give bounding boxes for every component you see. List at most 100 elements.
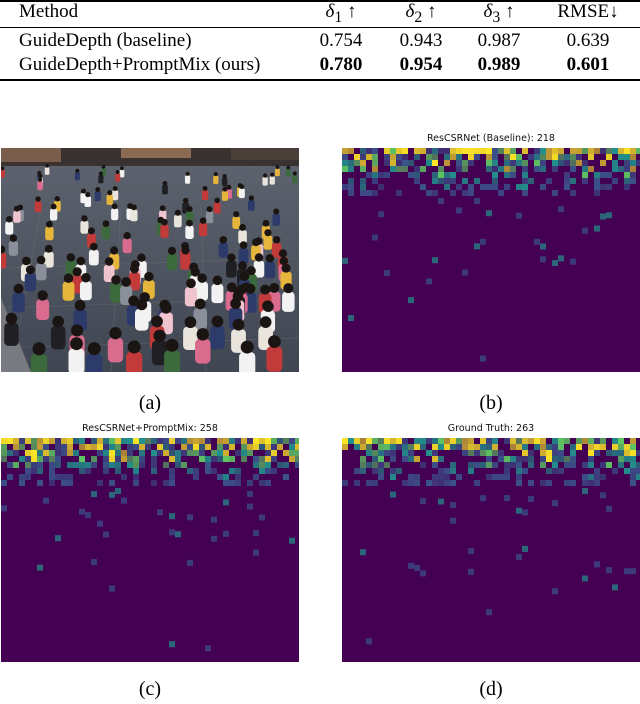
density-cell xyxy=(372,468,378,474)
density-cell xyxy=(366,450,372,456)
density-cell xyxy=(372,450,378,456)
density-cell xyxy=(540,256,546,263)
density-cell xyxy=(348,148,354,154)
density-cell xyxy=(456,148,462,154)
density-cell xyxy=(450,178,456,184)
density-cell xyxy=(630,450,636,456)
person xyxy=(185,225,194,239)
density-cell xyxy=(552,462,558,468)
density-cell xyxy=(13,444,19,450)
person xyxy=(151,340,168,366)
density-cell xyxy=(600,148,606,154)
person-head xyxy=(111,203,118,210)
density-cell xyxy=(390,450,396,456)
caption-c: (c) xyxy=(138,678,162,700)
density-cell xyxy=(378,456,384,462)
density-cell xyxy=(13,450,19,456)
person-head xyxy=(13,283,24,294)
density-cell xyxy=(516,160,522,166)
density-cell xyxy=(636,450,640,456)
density-cell xyxy=(600,444,606,450)
density-cell xyxy=(420,498,426,505)
person xyxy=(221,190,229,201)
density-cell xyxy=(55,450,61,456)
density-cell xyxy=(277,444,283,450)
density-cell xyxy=(235,480,241,486)
density-cell xyxy=(582,148,588,154)
density-cell xyxy=(348,438,354,444)
density-cell xyxy=(528,480,534,486)
density-cell xyxy=(630,178,636,184)
density-cell xyxy=(426,278,432,285)
density-cell xyxy=(187,450,193,456)
density-cell xyxy=(528,154,534,160)
density-cell xyxy=(408,450,414,456)
person xyxy=(24,273,37,292)
density-cell xyxy=(480,444,486,450)
density-cell xyxy=(534,166,540,172)
person-head xyxy=(283,283,294,294)
density-cell xyxy=(229,438,235,444)
density-cell xyxy=(85,444,91,450)
density-cell xyxy=(468,148,474,154)
person-head xyxy=(199,217,207,224)
density-cell xyxy=(414,474,420,480)
density-cell xyxy=(402,154,408,160)
density-cell xyxy=(360,184,366,190)
density-cell xyxy=(241,456,247,462)
person xyxy=(12,292,25,313)
density-cell xyxy=(612,584,618,591)
person-head xyxy=(214,197,220,204)
row-rmse: 0.639 xyxy=(566,30,610,51)
density-cell xyxy=(1,450,7,456)
density-cell xyxy=(564,184,570,190)
density-cell xyxy=(432,456,438,462)
density-cell xyxy=(414,438,420,444)
density-cell xyxy=(426,450,432,456)
density-cell xyxy=(534,154,540,160)
density-cell xyxy=(79,508,85,515)
person-head xyxy=(248,195,255,201)
density-cell xyxy=(516,480,522,486)
density-cell xyxy=(163,444,169,450)
density-cell xyxy=(444,178,450,184)
density-cell xyxy=(1,438,7,444)
density-cell xyxy=(390,148,396,154)
density-cell xyxy=(79,438,85,444)
density-cell xyxy=(582,172,588,178)
density-cell xyxy=(408,480,414,486)
person xyxy=(115,173,121,182)
density-cell xyxy=(73,438,79,444)
person xyxy=(49,208,58,221)
density-cell xyxy=(378,211,384,218)
density-cell xyxy=(49,438,55,444)
density-cell xyxy=(474,450,480,456)
density-cell xyxy=(450,480,456,486)
density-cell xyxy=(366,638,372,645)
density-cell xyxy=(205,456,211,462)
density-cell xyxy=(606,505,612,512)
density-cell xyxy=(43,497,49,504)
density-cell xyxy=(121,497,127,504)
person-head xyxy=(75,168,80,173)
density-cell xyxy=(618,450,624,456)
density-cell xyxy=(384,148,390,154)
person-head xyxy=(212,275,223,286)
density-cell xyxy=(516,474,522,480)
density-cell xyxy=(492,166,498,172)
density-cell xyxy=(546,444,552,450)
density-cell xyxy=(67,444,73,450)
density-cell xyxy=(624,148,630,154)
density-cell xyxy=(414,480,420,486)
density-cell xyxy=(444,444,450,450)
person-head xyxy=(190,267,200,277)
density-cell xyxy=(49,450,55,456)
density-cell xyxy=(504,184,510,190)
density-cell xyxy=(109,462,115,468)
density-cell xyxy=(444,474,450,480)
density-cell xyxy=(402,456,408,462)
density-cell xyxy=(133,468,139,474)
density-cell xyxy=(636,474,640,480)
density-cell xyxy=(283,474,289,480)
density-cell xyxy=(450,444,456,450)
